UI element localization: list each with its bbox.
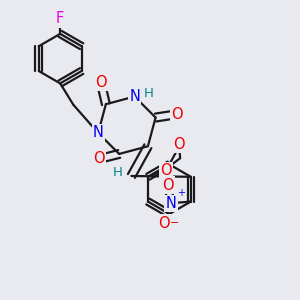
Text: O: O [171, 107, 183, 122]
Text: H: H [113, 166, 123, 179]
Text: O: O [159, 215, 170, 230]
Text: +: + [177, 188, 185, 198]
Text: N: N [166, 196, 176, 211]
Text: O: O [95, 75, 107, 90]
Text: O: O [173, 137, 185, 152]
Text: O: O [162, 178, 173, 193]
Text: N: N [129, 89, 140, 104]
Text: O: O [160, 163, 172, 178]
Text: −: − [170, 218, 180, 228]
Text: N: N [93, 125, 104, 140]
Text: H: H [143, 87, 153, 101]
Text: O: O [94, 152, 105, 166]
Text: F: F [56, 11, 64, 26]
